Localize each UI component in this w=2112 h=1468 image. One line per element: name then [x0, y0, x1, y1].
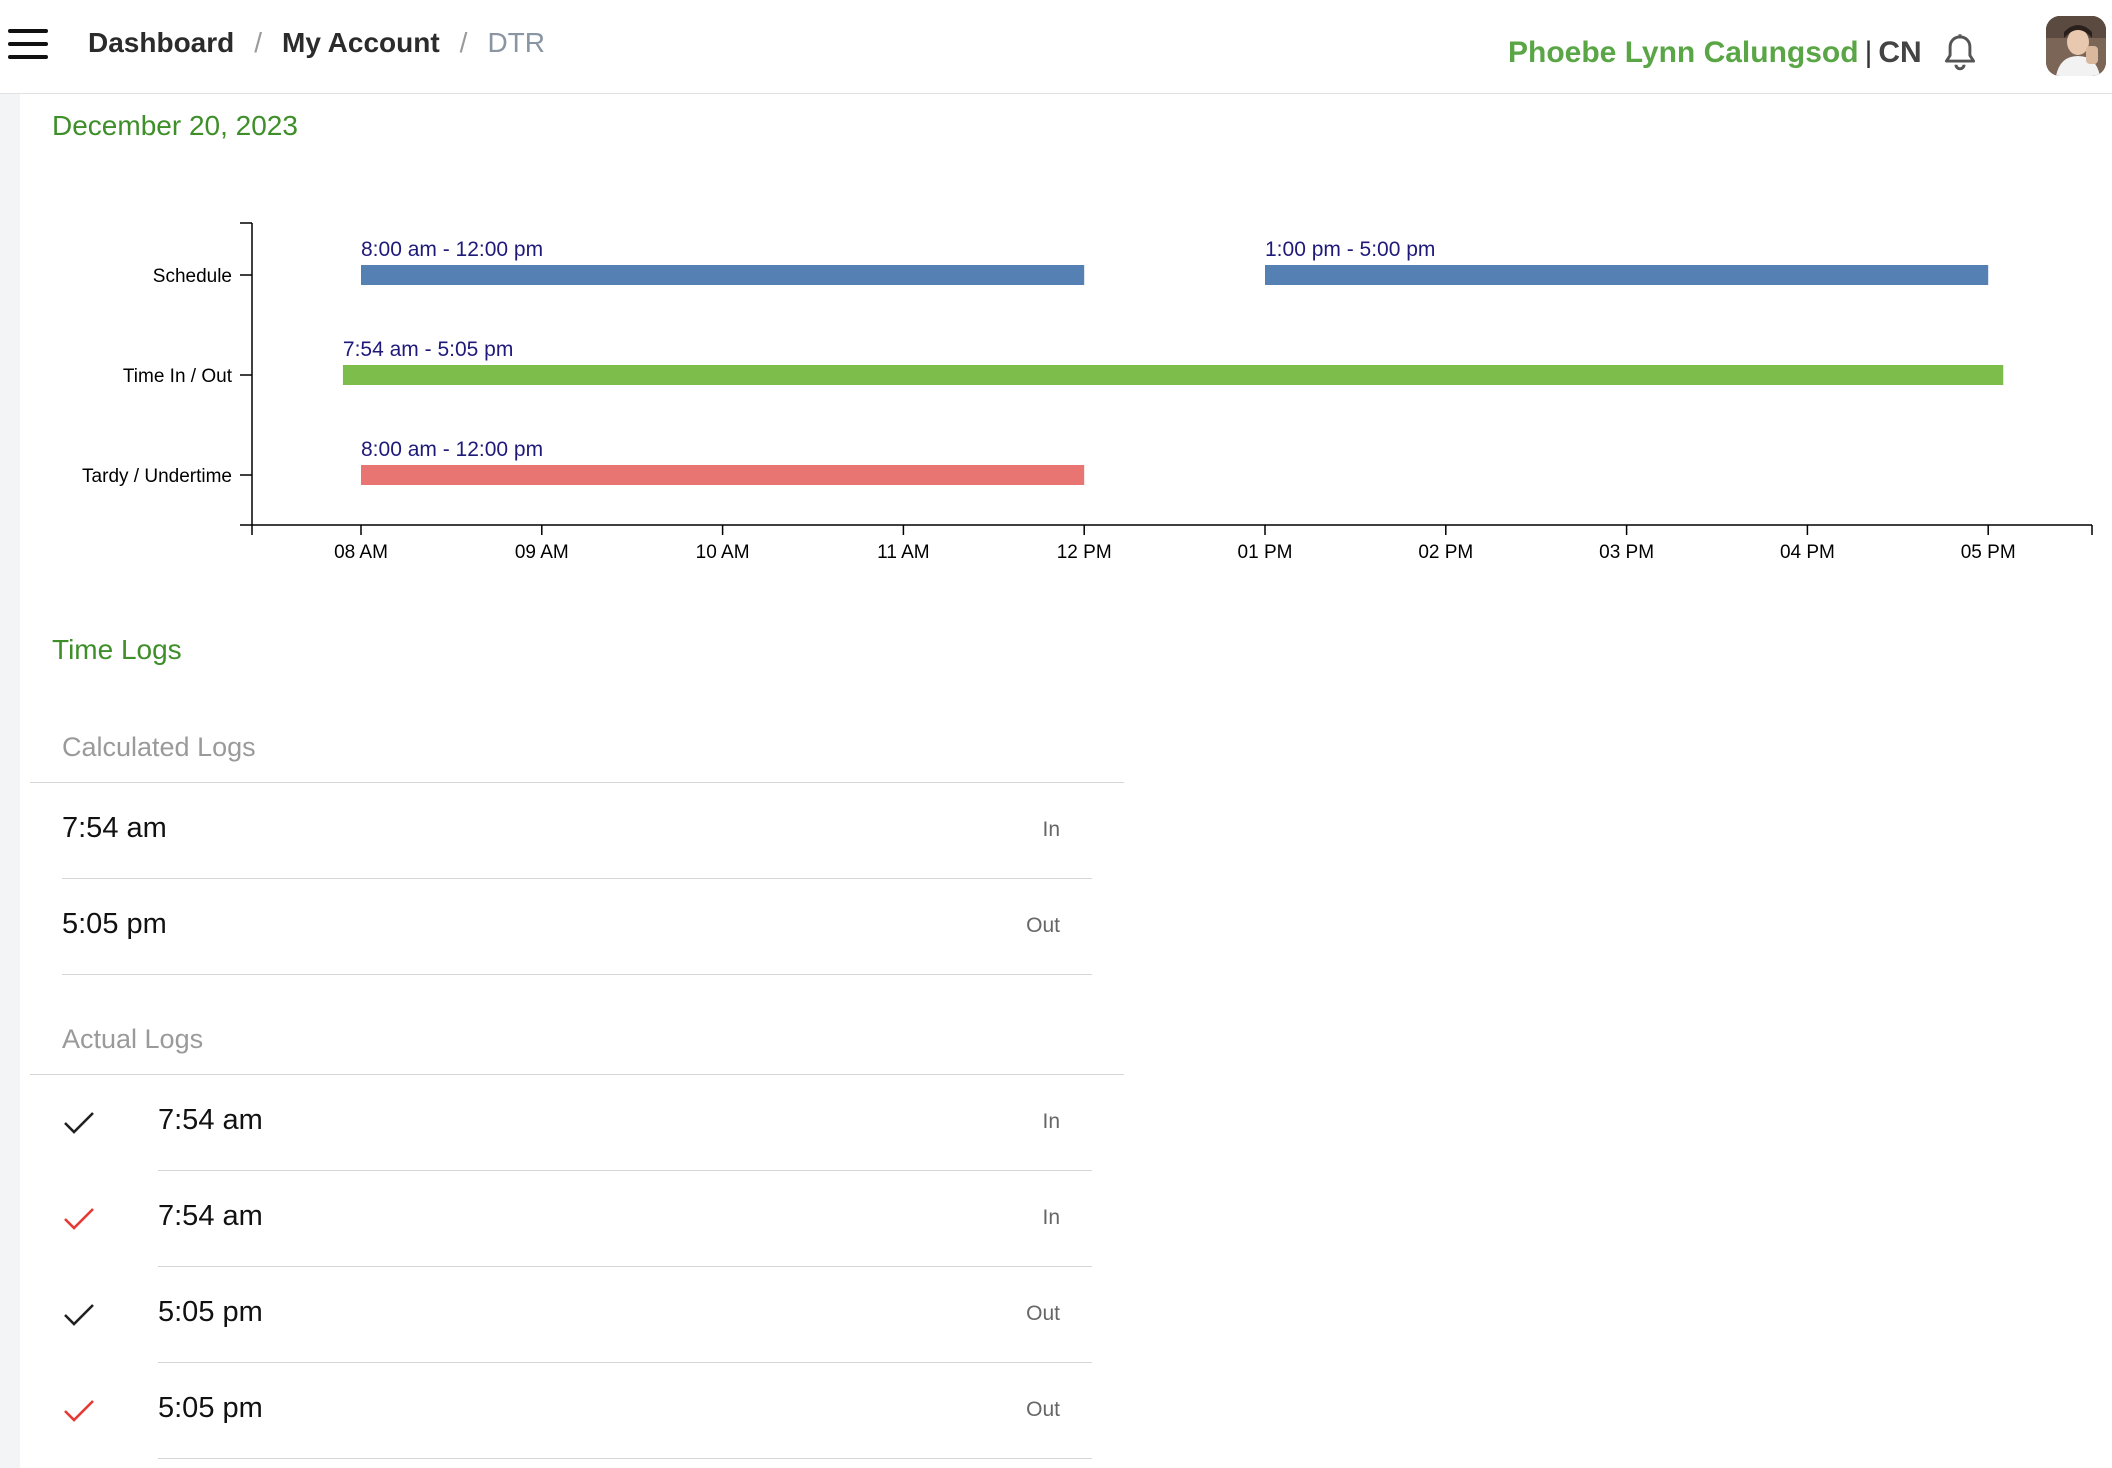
user-name: Phoebe Lynn Calungsod [1508, 36, 1859, 69]
x-tick-label: 05 PM [1961, 542, 2016, 563]
user-info: Phoebe Lynn Calungsod | CN [1508, 36, 1922, 70]
breadcrumb-separator: / [459, 27, 468, 58]
log-direction: In [1042, 818, 1060, 841]
y-row-label: Tardy / Undertime [82, 466, 232, 487]
actual-log-row: 5:05 pm Out [158, 1364, 1092, 1459]
y-row-label: Time In / Out [123, 366, 233, 387]
timeline-bar [361, 465, 1085, 485]
divider [30, 1074, 1124, 1075]
check-icon [64, 1208, 94, 1230]
bell-icon[interactable] [1938, 30, 1982, 76]
log-direction: Out [1026, 1302, 1060, 1325]
x-tick-label: 11 AM [877, 542, 929, 563]
timeline-bar [1265, 265, 1989, 285]
user-avatar[interactable] [2046, 16, 2106, 76]
y-row-label: Schedule [153, 266, 232, 287]
dtr-timeline-chart: 08 AM 09 AM 10 AM 11 AM 12 PM 01 PM 02 PM 03 PM… [82, 222, 2093, 563]
x-tick-label: 09 AM [515, 542, 569, 563]
bar-label: 8:00 am - 12:00 pm [361, 238, 543, 261]
time-logs-title: Time Logs [52, 634, 182, 665]
actual-log-row: 5:05 pm Out [158, 1268, 1092, 1363]
divider [30, 782, 1124, 783]
check-icon [64, 1400, 94, 1422]
x-tick-label: 04 PM [1780, 542, 1835, 563]
date-title: December 20, 2023 [52, 110, 298, 141]
breadcrumb-current: DTR [487, 27, 545, 58]
user-separator: | [1864, 36, 1873, 69]
log-time: 5:05 pm [62, 908, 167, 940]
timeline-bar [361, 265, 1085, 285]
hamburger-menu-icon[interactable] [8, 29, 48, 61]
log-direction: Out [1026, 914, 1060, 937]
top-header: Dashboard / My Account / DTR Phoebe Lynn… [0, 0, 2112, 94]
calculated-logs-title: Calculated Logs [62, 732, 256, 762]
x-tick-label: 01 PM [1238, 542, 1293, 563]
breadcrumb-dashboard[interactable]: Dashboard [88, 27, 235, 58]
bar-label: 7:54 am - 5:05 pm [343, 338, 513, 361]
log-time: 7:54 am [158, 1200, 263, 1232]
x-tick-label: 02 PM [1418, 542, 1473, 563]
check-icon [64, 1112, 94, 1134]
x-tick-label: 12 PM [1057, 542, 1112, 563]
side-strip [0, 94, 20, 1468]
log-time: 5:05 pm [158, 1392, 263, 1424]
check-icon [64, 1304, 94, 1326]
log-time: 7:54 am [62, 812, 167, 844]
log-direction: In [1042, 1206, 1060, 1229]
calculated-log-row: 5:05 pm Out [62, 880, 1092, 975]
x-tick-label: 08 AM [334, 542, 388, 563]
actual-log-row: 7:54 am In [158, 1076, 1092, 1171]
breadcrumb-my-account[interactable]: My Account [282, 27, 440, 58]
breadcrumb-separator: / [254, 27, 263, 58]
log-time: 5:05 pm [158, 1296, 263, 1328]
log-time: 7:54 am [158, 1104, 263, 1136]
actual-logs-title: Actual Logs [62, 1024, 204, 1054]
bar-label: 1:00 pm - 5:00 pm [1265, 238, 1435, 261]
user-code: CN [1878, 36, 1922, 69]
actual-log-row: 7:54 am In [158, 1172, 1092, 1267]
breadcrumb: Dashboard / My Account / DTR [88, 27, 545, 59]
log-direction: In [1042, 1110, 1060, 1133]
bar-label: 8:00 am - 12:00 pm [361, 438, 543, 461]
x-tick-label: 10 AM [696, 542, 750, 563]
log-direction: Out [1026, 1398, 1060, 1421]
x-tick-label: 03 PM [1599, 542, 1654, 563]
calculated-log-row: 7:54 am In [62, 784, 1092, 879]
timeline-bar [342, 365, 2004, 385]
